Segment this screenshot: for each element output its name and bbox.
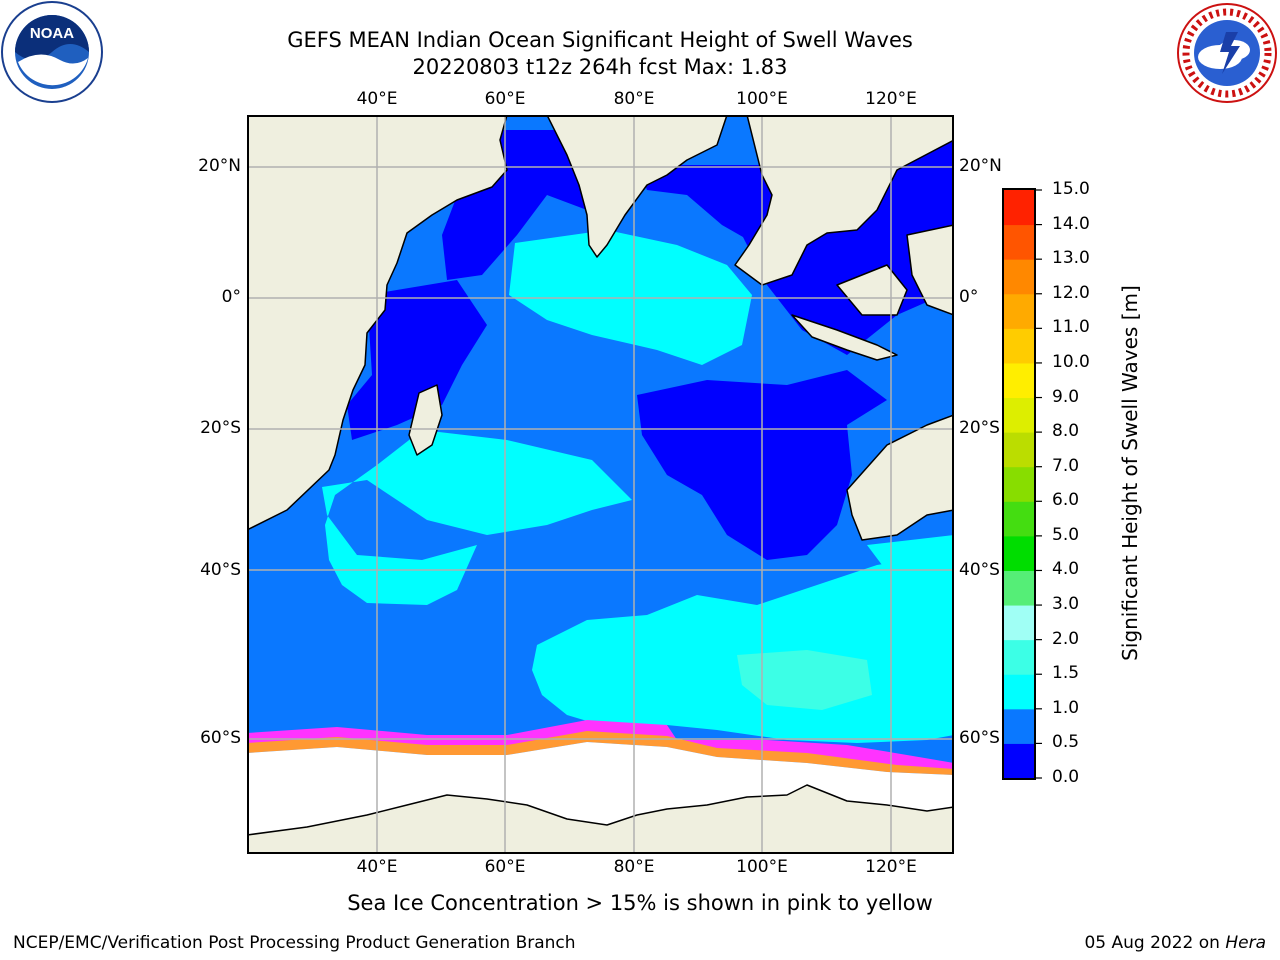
lon-tick-top-80: 80°E — [613, 89, 655, 109]
lat-tick-right-60s: 60°S — [959, 728, 1000, 748]
lon-tick-top-40: 40°E — [356, 89, 398, 109]
lon-tick-bottom-120: 120°E — [865, 857, 917, 877]
colorbar-tick-label: 10.0 — [1052, 351, 1090, 372]
nws-logo-icon — [1177, 3, 1277, 103]
noaa-logo-icon: NOAA — [1, 1, 103, 103]
lon-tick-top-100: 100°E — [736, 89, 788, 109]
colorbar-tick-label: 9.0 — [1052, 386, 1080, 407]
colorbar-segment — [1004, 535, 1034, 571]
lon-tick-bottom-60: 60°E — [484, 857, 526, 877]
colorbar-segment — [1004, 259, 1034, 295]
colorbar-segment — [1004, 432, 1034, 468]
footer-timestamp: 05 Aug 2022 on Hera — [1084, 933, 1266, 953]
footer-date: 05 Aug 2022 on — [1084, 933, 1226, 953]
lon-tick-top-60: 60°E — [484, 89, 526, 109]
colorbar-segment — [1004, 674, 1034, 710]
colorbar-tick-label: 3.0 — [1052, 594, 1080, 615]
colorbar-segment — [1004, 501, 1034, 537]
map-frame — [247, 115, 954, 854]
map-title: GEFS MEAN Indian Ocean Significant Heigh… — [287, 28, 913, 52]
colorbar-segment — [1004, 605, 1034, 641]
lat-tick-left-60s: 60°S — [200, 728, 241, 748]
colorbar-segment — [1004, 224, 1034, 260]
colorbar-tick-label: 0.5 — [1052, 732, 1080, 753]
lat-tick-left-40s: 40°S — [200, 560, 241, 580]
lat-tick-right-20s: 20°S — [959, 418, 1000, 438]
colorbar-tick-label: 1.0 — [1052, 697, 1080, 718]
lon-tick-top-120: 120°E — [865, 89, 917, 109]
lat-tick-right-40s: 40°S — [959, 560, 1000, 580]
lon-tick-bottom-40: 40°E — [356, 857, 398, 877]
colorbar-tick-label: 14.0 — [1052, 213, 1090, 234]
colorbar-tick-label: 4.0 — [1052, 559, 1080, 580]
lon-tick-bottom-80: 80°E — [613, 857, 655, 877]
footer-host: Hera — [1225, 933, 1266, 953]
lon-tick-bottom-100: 100°E — [736, 857, 788, 877]
colorbar-label: Significant Height of Swell Waves [m] — [1118, 285, 1142, 661]
colorbar-tick-label: 1.5 — [1052, 663, 1080, 684]
lat-tick-right-0: 0° — [959, 287, 979, 307]
colorbar-segment — [1004, 708, 1034, 744]
colorbar-segment — [1004, 743, 1034, 779]
sea-ice-caption: Sea Ice Concentration > 15% is shown in … — [347, 891, 933, 915]
colorbar-segment — [1004, 466, 1034, 502]
colorbar-tick-label: 11.0 — [1052, 317, 1090, 338]
colorbar-tick-label: 2.0 — [1052, 628, 1080, 649]
colorbar-segment — [1004, 328, 1034, 364]
swell-zone-higher — [737, 650, 872, 710]
colorbar-tick-label: 0.0 — [1052, 767, 1080, 787]
colorbar-segment — [1004, 397, 1034, 433]
land-masses — [247, 115, 954, 854]
colorbar-tick-label: 7.0 — [1052, 455, 1080, 476]
map-subtitle: 20220803 t12z 264h fcst Max: 1.83 — [412, 55, 788, 79]
colorbar-tick-label: 5.0 — [1052, 524, 1080, 545]
swell-height-map — [247, 115, 954, 854]
colorbar-tick-label: 15.0 — [1052, 179, 1090, 199]
colorbar-segment — [1004, 362, 1034, 399]
colorbar-tick-label: 6.0 — [1052, 490, 1080, 511]
lat-tick-right-20n: 20°N — [959, 156, 1002, 176]
lat-tick-left-20n: 20°N — [198, 156, 241, 176]
colorbar-tick-label: 8.0 — [1052, 421, 1080, 442]
lat-tick-left-0: 0° — [221, 287, 241, 307]
colorbar-tick-label: 13.0 — [1052, 248, 1090, 269]
colorbar-segment — [1004, 293, 1034, 329]
colorbar-segment — [1004, 190, 1034, 226]
colorbar — [1002, 188, 1042, 780]
map-gridlines — [247, 115, 954, 854]
colorbar-segment — [1004, 570, 1034, 606]
svg-text:NOAA: NOAA — [30, 25, 74, 42]
colorbar-segment — [1004, 639, 1034, 675]
lat-tick-left-20s: 20°S — [200, 418, 241, 438]
footer-branch: NCEP/EMC/Verification Post Processing Pr… — [13, 933, 576, 953]
colorbar-tick-label: 12.0 — [1052, 282, 1090, 303]
